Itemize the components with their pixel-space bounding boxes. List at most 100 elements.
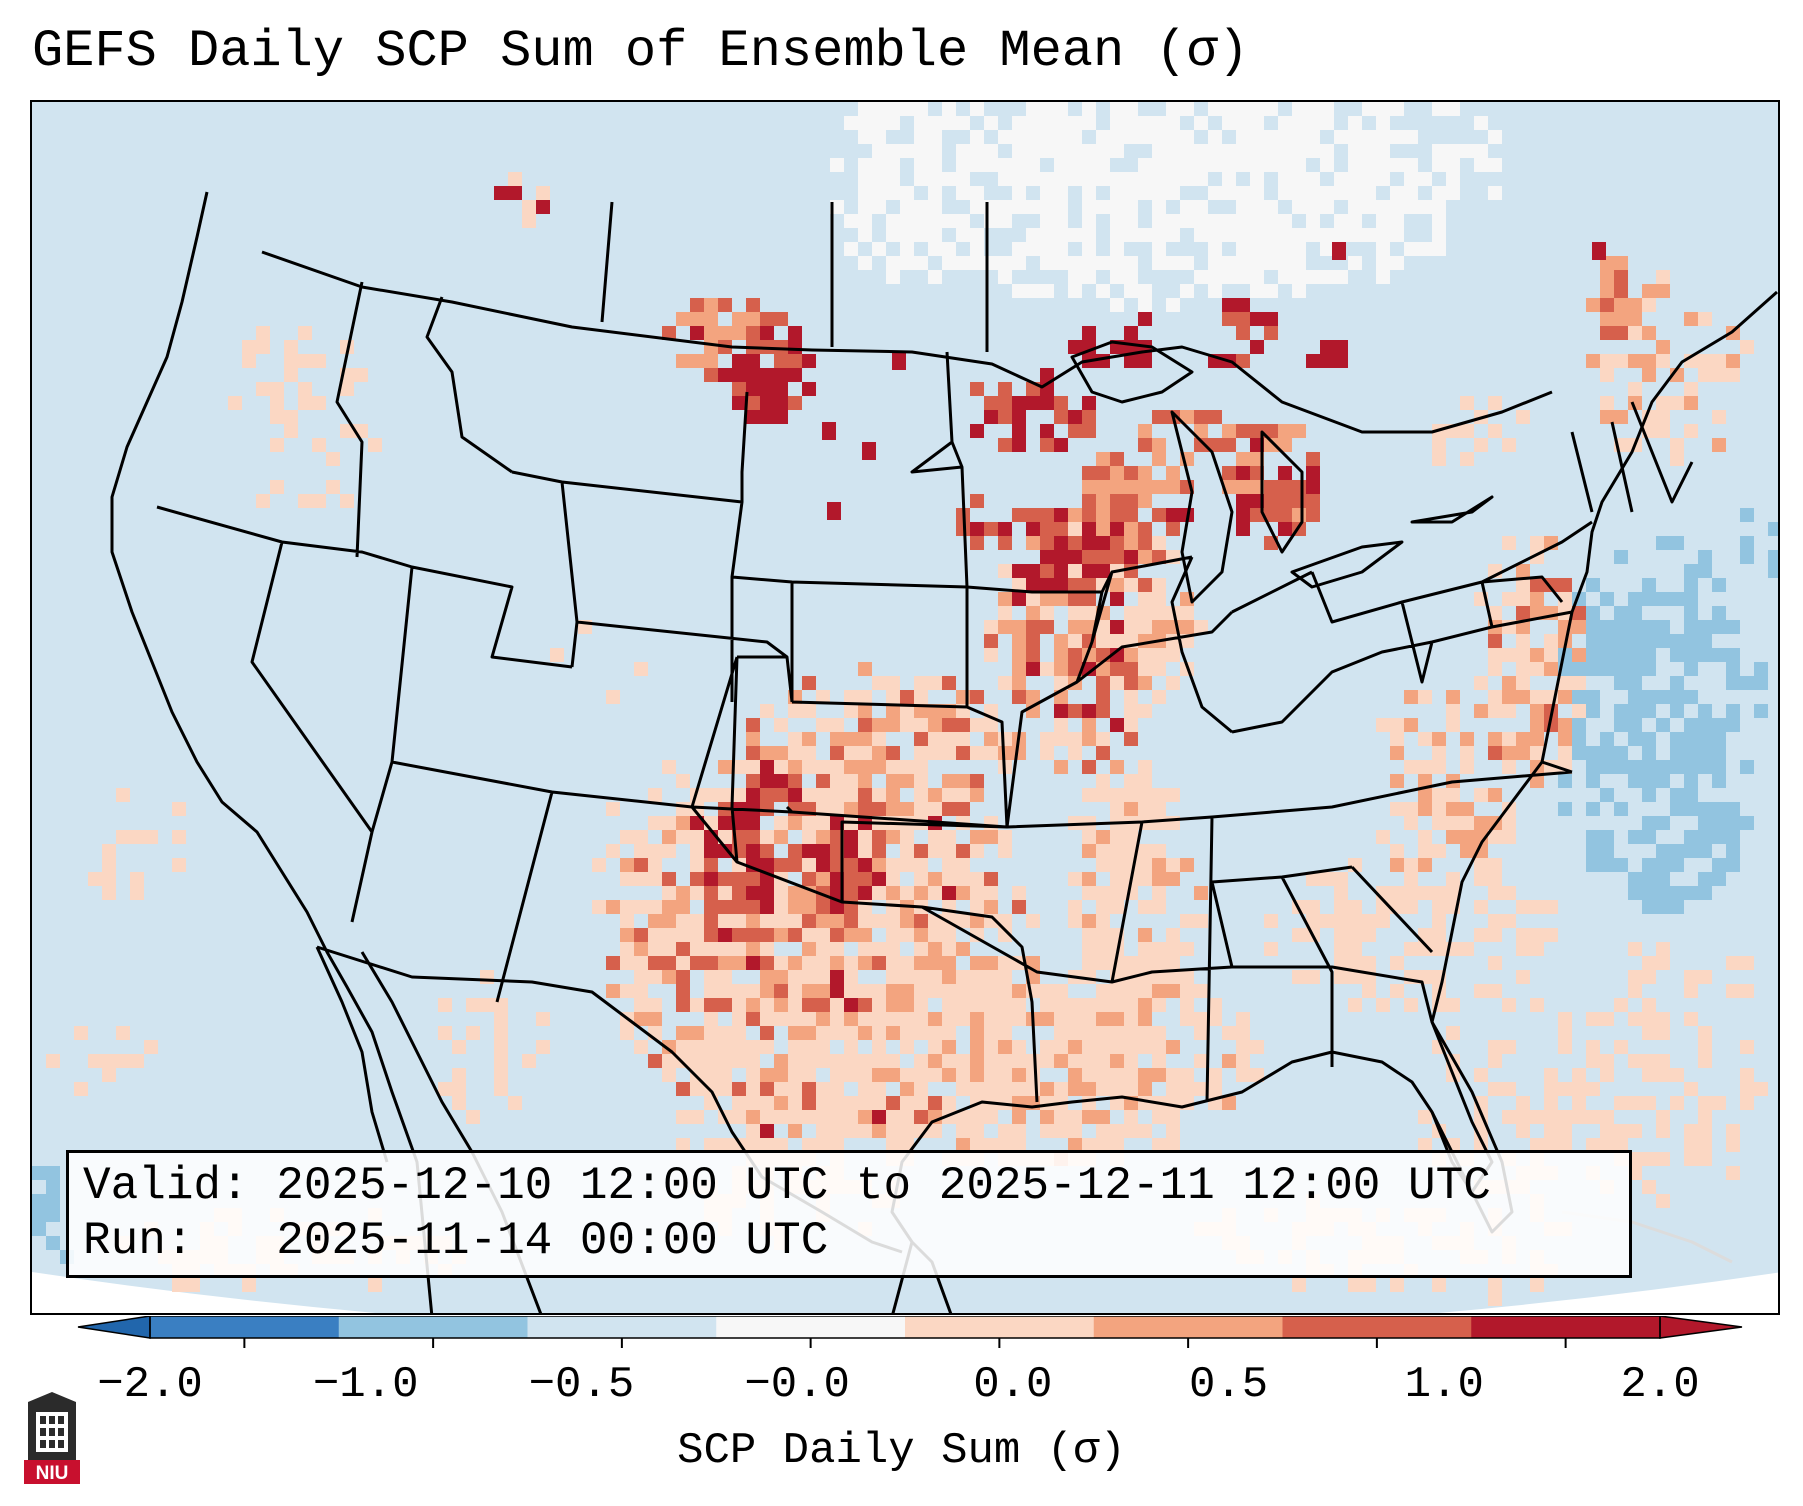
heatmap-cell [1236, 480, 1250, 494]
heatmap-cell [1670, 886, 1684, 900]
heatmap-cell [298, 382, 312, 396]
heatmap-cell [368, 1278, 382, 1292]
heatmap-cell [970, 1040, 984, 1054]
heatmap-cell [1110, 144, 1124, 158]
heatmap-cell [900, 1082, 914, 1096]
heatmap-cell [1474, 872, 1488, 886]
heatmap-cell [970, 382, 984, 396]
heatmap-cell [732, 928, 746, 942]
heatmap-cell [1446, 172, 1460, 186]
heatmap-cell [690, 1026, 704, 1040]
heatmap-cell [858, 200, 872, 214]
heatmap-cell [1124, 984, 1138, 998]
heatmap-cell [1446, 998, 1460, 1012]
heatmap-cell [1614, 1096, 1628, 1110]
heatmap-cell [1110, 298, 1124, 312]
heatmap-cell [592, 900, 606, 914]
heatmap-cell [858, 718, 872, 732]
heatmap-cell [1572, 718, 1586, 732]
heatmap-cell [1460, 732, 1474, 746]
heatmap-cell [1068, 172, 1082, 186]
heatmap-cell [1614, 858, 1628, 872]
heatmap-cell [1068, 424, 1082, 438]
heatmap-cell [1194, 144, 1208, 158]
heatmap-cell [928, 956, 942, 970]
heatmap-cell [1096, 928, 1110, 942]
heatmap-cell [1684, 760, 1698, 774]
heatmap-cell [1572, 1096, 1586, 1110]
heatmap-cell [1320, 102, 1334, 116]
heatmap-cell [1446, 830, 1460, 844]
heatmap-cell [1628, 774, 1642, 788]
heatmap-cell [760, 368, 774, 382]
heatmap-cell [844, 760, 858, 774]
heatmap-cell [1054, 256, 1068, 270]
heatmap-cell [1166, 1110, 1180, 1124]
heatmap-cell [1614, 620, 1628, 634]
heatmap-cell [1740, 956, 1754, 970]
heatmap-cell [914, 116, 928, 130]
heatmap-cell [1292, 242, 1306, 256]
heatmap-cell [732, 326, 746, 340]
heatmap-cell [1012, 690, 1026, 704]
heatmap-cell [760, 382, 774, 396]
heatmap-cell [256, 494, 270, 508]
heatmap-cell [1012, 1054, 1026, 1068]
heatmap-cell [1110, 900, 1124, 914]
heatmap-cell [998, 830, 1012, 844]
heatmap-cell [1642, 592, 1656, 606]
heatmap-cell [676, 1138, 690, 1152]
heatmap-cell [970, 900, 984, 914]
heatmap-cell [1110, 788, 1124, 802]
heatmap-cell [1418, 844, 1432, 858]
heatmap-cell [662, 900, 676, 914]
heatmap-cell [886, 186, 900, 200]
heatmap-cell [998, 270, 1012, 284]
heatmap-cell [74, 1082, 88, 1096]
heatmap-cell [676, 942, 690, 956]
heatmap-cell [1306, 970, 1320, 984]
tick-label-neg1: −1.0 [312, 1360, 419, 1410]
heatmap-cell [858, 872, 872, 886]
heatmap-cell [1096, 452, 1110, 466]
heatmap-cell [1516, 662, 1530, 676]
heatmap-cell [32, 1166, 46, 1180]
heatmap-cell [858, 788, 872, 802]
heatmap-cell [1110, 1124, 1124, 1138]
heatmap-cell [1628, 298, 1642, 312]
heatmap-cell [1040, 578, 1054, 592]
heatmap-cell [732, 1026, 746, 1040]
heatmap-cell [1558, 774, 1572, 788]
heatmap-cell [746, 928, 760, 942]
heatmap-cell [816, 998, 830, 1012]
heatmap-cell [1194, 214, 1208, 228]
heatmap-cell [1334, 942, 1348, 956]
heatmap-cell [1334, 228, 1348, 242]
heatmap-cell [1628, 592, 1642, 606]
heatmap-cell [816, 872, 830, 886]
heatmap-cell [802, 984, 816, 998]
heatmap-cell [1530, 690, 1544, 704]
heatmap-cell [1460, 452, 1474, 466]
heatmap-cell [816, 1082, 830, 1096]
heatmap-cell [676, 774, 690, 788]
heatmap-cell [900, 760, 914, 774]
heatmap-cell [1726, 704, 1740, 718]
heatmap-cell [718, 844, 732, 858]
heatmap-cell [942, 802, 956, 816]
heatmap-cell [662, 970, 676, 984]
heatmap-cell [704, 1138, 718, 1152]
heatmap-cell [1698, 816, 1712, 830]
heatmap-cell [1292, 158, 1306, 172]
heatmap-cell [340, 424, 354, 438]
heatmap-cell [1474, 844, 1488, 858]
heatmap-cell [956, 718, 970, 732]
heatmap-cell [1614, 270, 1628, 284]
heatmap-cell [648, 844, 662, 858]
heatmap-cell [1502, 830, 1516, 844]
heatmap-cell [172, 1278, 186, 1292]
heatmap-cell [886, 942, 900, 956]
heatmap-cell [1488, 1054, 1502, 1068]
heatmap-cell [1642, 648, 1656, 662]
heatmap-cell [1096, 1068, 1110, 1082]
